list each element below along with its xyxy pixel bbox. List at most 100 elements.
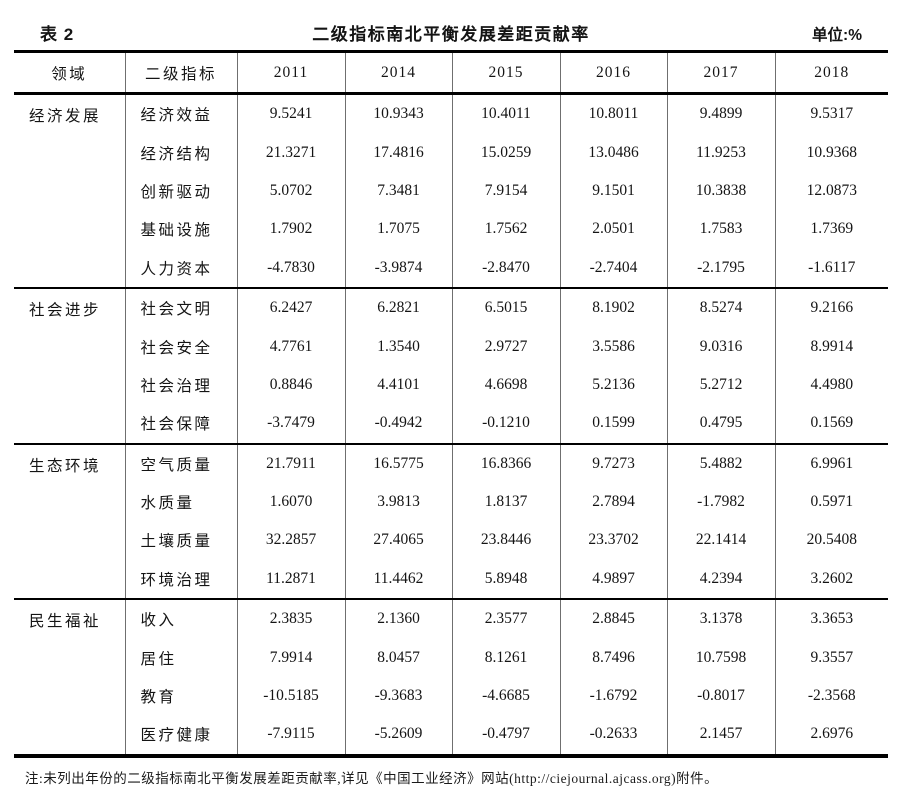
indicator-cell: 社会保障 bbox=[125, 404, 238, 444]
table-row: 社会进步 社会文明 6.2427 6.2821 6.5015 8.1902 8.5274 9.… bbox=[14, 287, 888, 444]
value-cell: 11.4462 bbox=[345, 559, 453, 600]
value-cell: -4.7830 bbox=[237, 248, 346, 288]
indicator-cell: 创新驱动 bbox=[125, 171, 238, 211]
table-row: 创新驱动 5.0702 7.3481 7.9154 9.1501 10.3838 12.08… bbox=[14, 171, 888, 211]
table-number-label: 表 2 bbox=[40, 25, 75, 44]
table-row: 环境治理 11.2871 11.4462 5.8948 4.9897 4.2394 3.26… bbox=[14, 559, 888, 600]
value-cell: 7.9154 bbox=[452, 171, 561, 211]
value-cell: -9.3683 bbox=[345, 676, 453, 716]
value-cell: 10.9368 bbox=[806, 143, 857, 161]
value-cell: -0.8017 bbox=[667, 676, 776, 716]
table-row: 经济发展 经济效益 9.5241 10.9343 10.4011 10.8011 9.489… bbox=[14, 93, 888, 288]
value-cell: 8.5274 bbox=[667, 287, 776, 328]
value-cell: -2.1795 bbox=[667, 248, 776, 288]
value-cell: 1.7369 bbox=[810, 220, 854, 238]
value-cell: 4.4101 bbox=[345, 365, 453, 405]
indicator-cell: 社会治理 bbox=[125, 365, 238, 405]
indicator-cell: 环境治理 bbox=[125, 559, 238, 600]
value-cell: -2.3568 bbox=[807, 687, 856, 705]
value-cell: 8.9914 bbox=[810, 337, 854, 355]
value-cell: -1.7982 bbox=[667, 482, 776, 522]
value-cell: 0.1569 bbox=[810, 414, 854, 432]
value-cell: 2.6976 bbox=[810, 725, 854, 743]
value-cell: 3.2602 bbox=[810, 569, 854, 587]
value-cell: 16.5775 bbox=[345, 443, 453, 483]
value-cell: 10.3838 bbox=[667, 171, 776, 211]
value-cell: 5.2136 bbox=[560, 365, 668, 405]
indicator-cell: 社会安全 bbox=[125, 327, 238, 366]
value-cell: 4.7761 bbox=[237, 327, 346, 366]
value-cell: 3.5586 bbox=[560, 327, 668, 366]
indicator-cell: 人力资本 bbox=[125, 248, 238, 288]
value-cell: 6.2821 bbox=[345, 287, 453, 328]
value-cell: 9.5317 bbox=[810, 105, 854, 123]
value-cell: 32.2857 bbox=[237, 521, 346, 560]
indicator-cell: 社会文明 bbox=[125, 287, 238, 328]
value-cell: 10.9343 bbox=[345, 93, 453, 134]
indicator-cell: 基础设施 bbox=[125, 210, 238, 249]
value-cell: 8.7496 bbox=[560, 638, 668, 677]
value-cell: -1.6792 bbox=[560, 676, 668, 716]
column-header-year: 2017 bbox=[667, 51, 776, 94]
value-cell: 6.2427 bbox=[237, 287, 346, 328]
value-cell: 6.9961 bbox=[810, 454, 854, 472]
indicator-cell: 居住 bbox=[125, 638, 238, 677]
table-row: 居住 7.9914 8.0457 8.1261 8.7496 10.7598 9.3557 bbox=[14, 638, 888, 677]
indicator-cell: 水质量 bbox=[125, 482, 238, 522]
value-cell: 1.8137 bbox=[452, 482, 561, 522]
table-row: 社会治理 0.8846 4.4101 4.6698 5.2136 5.2712 4.4980 bbox=[14, 365, 888, 405]
value-cell: -3.7479 bbox=[237, 404, 346, 444]
value-cell: 23.8446 bbox=[452, 521, 561, 560]
value-cell: -0.4797 bbox=[452, 715, 561, 756]
table-row: 经济结构 21.3271 17.4816 15.0259 13.0486 11.9253 1… bbox=[14, 133, 888, 172]
value-cell: 21.3271 bbox=[237, 133, 346, 172]
value-cell: -10.5185 bbox=[237, 676, 346, 716]
column-header-year: 2014 bbox=[345, 51, 453, 94]
value-cell: 7.3481 bbox=[345, 171, 453, 211]
domain-cell: 民生福祉 bbox=[14, 599, 126, 756]
value-cell: -3.9874 bbox=[345, 248, 453, 288]
value-cell: 15.0259 bbox=[452, 133, 561, 172]
value-cell: 8.0457 bbox=[345, 638, 453, 677]
table-body: 经济发展 经济效益 9.5241 10.9343 10.4011 10.8011 9.489… bbox=[14, 93, 888, 756]
column-header-domain: 领域 bbox=[14, 51, 126, 94]
table-row: 水质量 1.6070 3.9813 1.8137 2.7894 -1.7982 0.5971 bbox=[14, 482, 888, 522]
value-cell: 4.4980 bbox=[810, 375, 854, 393]
indicator-cell: 经济结构 bbox=[125, 133, 238, 172]
value-cell: 11.9253 bbox=[667, 133, 776, 172]
value-cell: -5.2609 bbox=[345, 715, 453, 756]
domain-cell: 经济发展 bbox=[14, 93, 126, 288]
table-row: 社会保障 -3.7479 -0.4942 -0.1210 0.1599 0.4795 0.1… bbox=[14, 404, 888, 444]
value-cell: 1.7075 bbox=[345, 210, 453, 249]
value-cell: 1.7562 bbox=[452, 210, 561, 249]
header-row: 领域 二级指标 2011 2014 2015 2016 2017 2018 bbox=[14, 51, 888, 94]
value-cell: 5.4882 bbox=[667, 443, 776, 483]
value-cell: 21.7911 bbox=[237, 443, 346, 483]
value-cell: 4.9897 bbox=[560, 559, 668, 600]
indicator-cell: 经济效益 bbox=[125, 93, 238, 134]
indicator-cell: 收入 bbox=[125, 599, 238, 639]
column-header-year: 2018 bbox=[814, 63, 850, 81]
value-cell: 2.0501 bbox=[560, 210, 668, 249]
value-cell: 2.7894 bbox=[560, 482, 668, 522]
domain-cell: 生态环境 bbox=[14, 443, 126, 600]
value-cell: 0.8846 bbox=[237, 365, 346, 405]
value-cell: 0.5971 bbox=[810, 493, 854, 511]
value-cell: 9.7273 bbox=[560, 443, 668, 483]
table-row: 社会安全 4.7761 1.3540 2.9727 3.5586 9.0316 8.9914 bbox=[14, 327, 888, 366]
value-cell: 5.2712 bbox=[667, 365, 776, 405]
column-header-indicator: 二级指标 bbox=[125, 51, 238, 94]
data-table: 领域 二级指标 2011 2014 2015 2016 2017 2018 经济… bbox=[14, 50, 888, 758]
value-cell: -0.4942 bbox=[345, 404, 453, 444]
value-cell: 10.7598 bbox=[667, 638, 776, 677]
indicator-cell: 医疗健康 bbox=[125, 715, 238, 756]
value-cell: 8.1902 bbox=[560, 287, 668, 328]
column-header-year: 2016 bbox=[560, 51, 668, 94]
value-cell: 9.3557 bbox=[810, 648, 854, 666]
value-cell: 23.3702 bbox=[560, 521, 668, 560]
value-cell: 1.3540 bbox=[345, 327, 453, 366]
value-cell: 10.8011 bbox=[560, 93, 668, 134]
table-row: 人力资本 -4.7830 -3.9874 -2.8470 -2.7404 -2.1795 -… bbox=[14, 248, 888, 288]
table-row: 生态环境 空气质量 21.7911 16.5775 16.8366 9.7273 5.488… bbox=[14, 443, 888, 600]
